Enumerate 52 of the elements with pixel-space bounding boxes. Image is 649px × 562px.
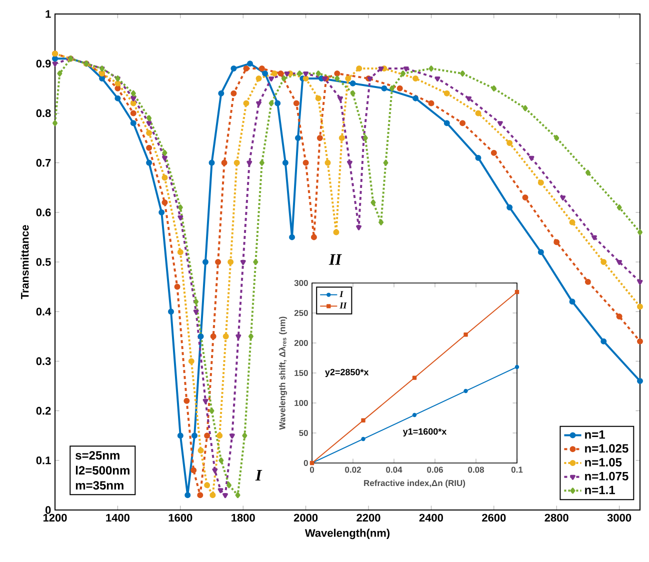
- x-tick-label: 2200: [356, 514, 380, 522]
- y-tick-label: 200: [294, 340, 308, 346]
- annotation: s=25nm: [76, 451, 120, 460]
- y-axis-title: Transmittance: [20, 225, 29, 300]
- y-tick-label: 0: [304, 460, 308, 466]
- legend-label: n=1.025: [585, 444, 628, 453]
- x-tick-label: 0.02: [345, 466, 361, 473]
- annotation: l2=500nm: [76, 466, 130, 475]
- x-tick-label: 0: [310, 466, 314, 473]
- annotation: II: [328, 254, 342, 265]
- y-tick-label: 0.3: [36, 357, 51, 366]
- y-tick-label: 0.2: [36, 406, 51, 415]
- x-tick-label: 2600: [482, 514, 506, 522]
- x-tick-label: 1200: [43, 514, 67, 522]
- x-tick-label: 1400: [106, 514, 130, 522]
- y-tick-label: 0.1: [36, 456, 51, 464]
- y-tick-label: 250: [294, 310, 308, 316]
- x-tick-label: 1800: [232, 514, 255, 522]
- legend-label: n=1: [585, 430, 605, 439]
- annotation: I: [255, 470, 262, 480]
- x-tick-label: 3000: [607, 514, 632, 522]
- legend-label: n=1.05: [585, 458, 622, 467]
- x-tick-label: 1600: [168, 514, 192, 522]
- x-axis-title: Refractive index,Δn (RIU): [364, 480, 466, 488]
- y-tick-label: 0.9: [36, 60, 51, 68]
- x-tick-label: 0.04: [386, 466, 402, 473]
- y-axis-title: Wavelength shift, Δλ$_{res}$ (nm): [278, 316, 288, 430]
- y-tick-label: 150: [294, 370, 308, 376]
- y-tick-label: 0: [45, 506, 51, 514]
- x-tick-label: 2000: [294, 514, 318, 522]
- y-tick-label: 0.4: [36, 308, 52, 316]
- y-tick-label: 300: [294, 280, 308, 286]
- y-tick-label: 1: [46, 10, 51, 18]
- annotation: y2=2850*x: [325, 368, 369, 378]
- legend-label: n=1.1: [585, 486, 615, 494]
- y-tick-label: 0.8: [36, 109, 51, 118]
- x-tick-label: 2400: [419, 514, 443, 522]
- x-tick-label: 0.08: [468, 466, 484, 473]
- y-tick-label: 100: [294, 400, 308, 406]
- x-axis-title: Wavelength(nm): [304, 528, 390, 540]
- annotation: m=35nm: [76, 481, 124, 490]
- legend-label: II: [340, 302, 347, 308]
- y-tick-label: 0.5: [36, 258, 51, 266]
- x-tick-label: 2800: [544, 514, 568, 522]
- x-tick-label: 0.06: [427, 466, 443, 473]
- legend-label: I: [340, 291, 344, 297]
- x-tick-label: 0.1: [511, 466, 523, 473]
- annotation: y1=1600*x: [402, 428, 447, 436]
- y-tick-label: 50: [299, 430, 308, 436]
- y-tick-label: 0.7: [36, 158, 51, 167]
- legend-label: n=1.075: [585, 472, 628, 480]
- y-tick-label: 0.6: [36, 208, 51, 216]
